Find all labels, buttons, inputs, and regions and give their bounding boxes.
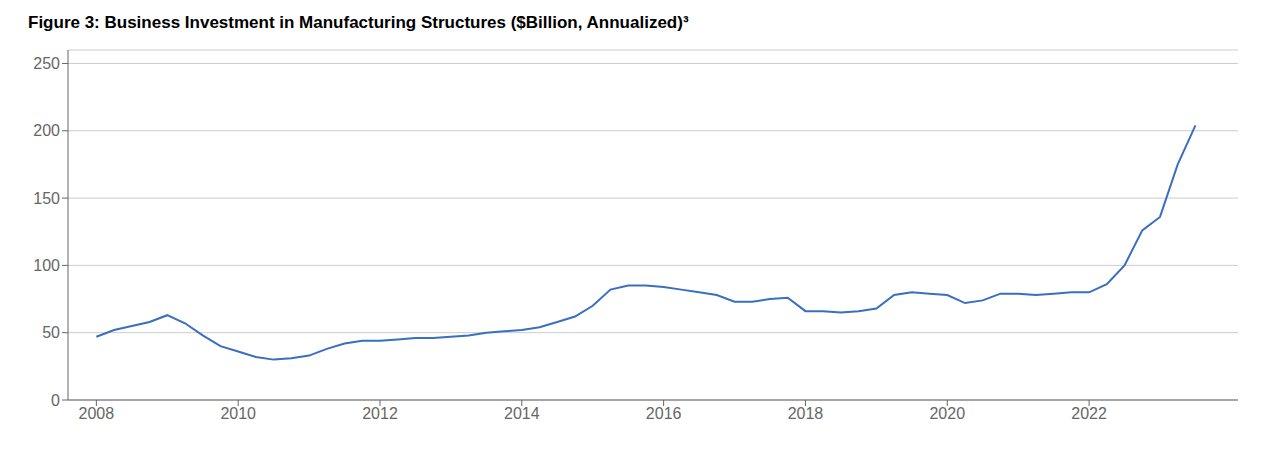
svg-text:2020: 2020 xyxy=(929,405,965,422)
svg-text:2022: 2022 xyxy=(1071,405,1107,422)
html-text:Figure 3: Business Investment: Figure 3: Business Investment in Manufac… xyxy=(28,13,689,32)
svg-text:200: 200 xyxy=(33,122,60,139)
svg-text:2012: 2012 xyxy=(362,405,398,422)
svg-text:50: 50 xyxy=(42,324,60,341)
svg-text:2016: 2016 xyxy=(646,405,682,422)
svg-text:2014: 2014 xyxy=(504,405,540,422)
svg-text:150: 150 xyxy=(33,190,60,207)
svg-text:2010: 2010 xyxy=(220,405,256,422)
svg-text:2018: 2018 xyxy=(788,405,824,422)
svg-text:0: 0 xyxy=(51,392,60,409)
svg-text:250: 250 xyxy=(33,55,60,72)
svg-text:2008: 2008 xyxy=(79,405,115,422)
svg-text:100: 100 xyxy=(33,257,60,274)
